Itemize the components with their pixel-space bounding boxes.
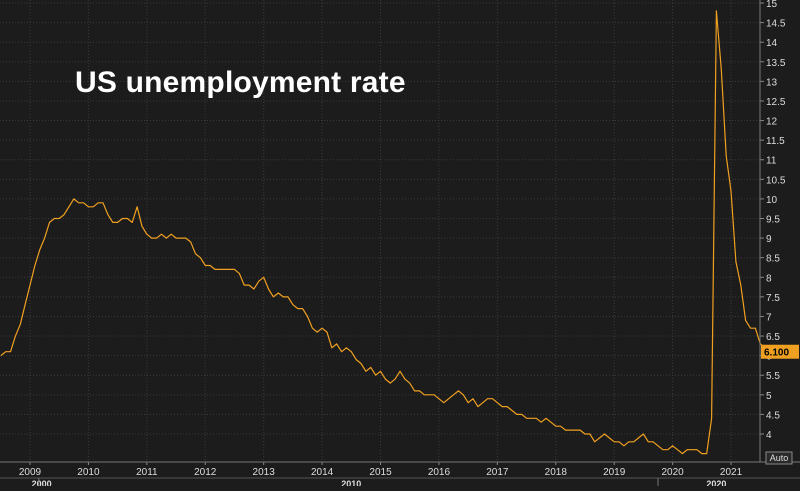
y-tick-label: 7 xyxy=(766,312,772,323)
chart-title: US unemployment rate xyxy=(75,66,406,99)
x-tick-label: 2021 xyxy=(720,467,743,478)
x-tick-label: 2009 xyxy=(19,467,42,478)
y-tick-label: 6.5 xyxy=(766,332,780,343)
x-tick-label: 2015 xyxy=(369,467,392,478)
x-tick-label: 2013 xyxy=(253,467,276,478)
auto-scale-button[interactable] xyxy=(765,451,793,465)
y-tick-label: 14 xyxy=(766,38,778,49)
y-tick-label: 5 xyxy=(766,391,772,402)
plot-area xyxy=(0,10,776,455)
x-tick-label: 2010 xyxy=(77,467,100,478)
y-tick-label: 14.5 xyxy=(766,19,786,30)
y-tick-label: 12 xyxy=(766,117,778,128)
y-tick-label: 11 xyxy=(766,156,777,167)
y-tick-label: 10.5 xyxy=(766,175,786,186)
y-tick-label: 9 xyxy=(766,234,772,245)
x-tick-label: 2017 xyxy=(486,467,509,478)
x-tick-label: 2019 xyxy=(603,467,626,478)
y-tick-label: 8.5 xyxy=(766,254,780,265)
y-tick-label: 13 xyxy=(766,77,778,88)
y-tick-label: 13.5 xyxy=(766,58,786,69)
y-tick-label: 7.5 xyxy=(766,293,780,304)
x-tick-label: 2011 xyxy=(136,467,158,478)
grid xyxy=(0,0,760,462)
x-tick-label: 2016 xyxy=(428,467,451,478)
x-group-label: 2010 xyxy=(341,479,361,486)
last-value-label: 6.100 xyxy=(764,348,789,359)
x-tick-label: 2020 xyxy=(661,467,684,478)
y-tick-label: 8 xyxy=(766,273,772,284)
y-tick-label: 4 xyxy=(766,430,772,441)
series-line-unemployment xyxy=(0,10,776,455)
x-tick-label: 2014 xyxy=(311,467,334,478)
last-value-badge xyxy=(761,344,799,359)
x-tick-label: 2018 xyxy=(545,467,568,478)
y-tick-label: 4.5 xyxy=(766,410,780,421)
x-group-label: 2000 xyxy=(32,479,52,486)
y-tick-label: 11.5 xyxy=(766,136,785,147)
y-tick-label: 12.5 xyxy=(766,97,786,108)
auto-scale-button-label: Auto xyxy=(770,453,789,463)
y-tick-label: 15 xyxy=(766,0,778,10)
y-tick-label: 9.5 xyxy=(766,215,780,226)
y-tick-label: 5.5 xyxy=(766,371,780,382)
x-tick-label: 2012 xyxy=(194,467,217,478)
y-tick-label: 10 xyxy=(766,195,778,206)
x-group-label: 2020 xyxy=(706,479,726,486)
